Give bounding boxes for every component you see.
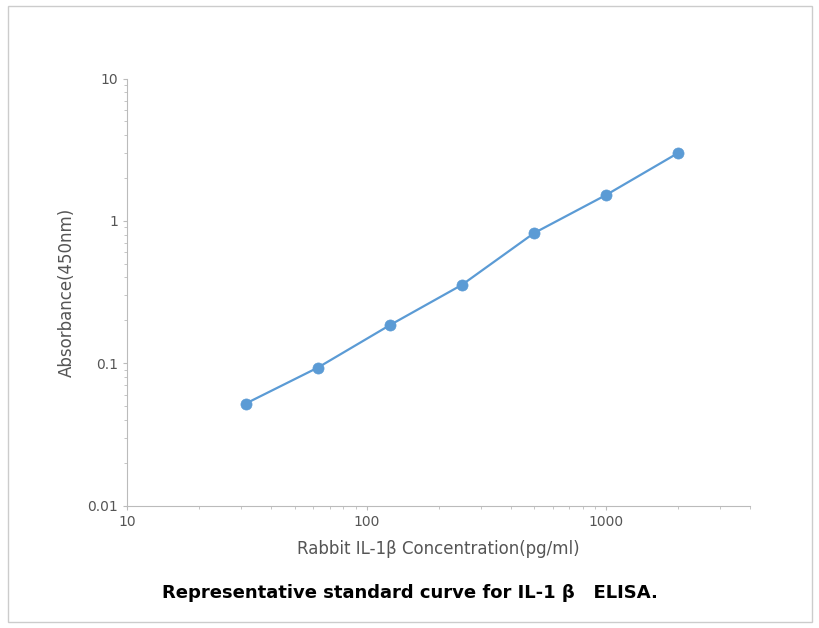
X-axis label: Rabbit IL-1β Concentration(pg/ml): Rabbit IL-1β Concentration(pg/ml) <box>297 539 579 558</box>
Text: Representative standard curve for IL-1 β   ELISA.: Representative standard curve for IL-1 β… <box>162 585 657 602</box>
Y-axis label: Absorbance(450nm): Absorbance(450nm) <box>58 207 76 377</box>
